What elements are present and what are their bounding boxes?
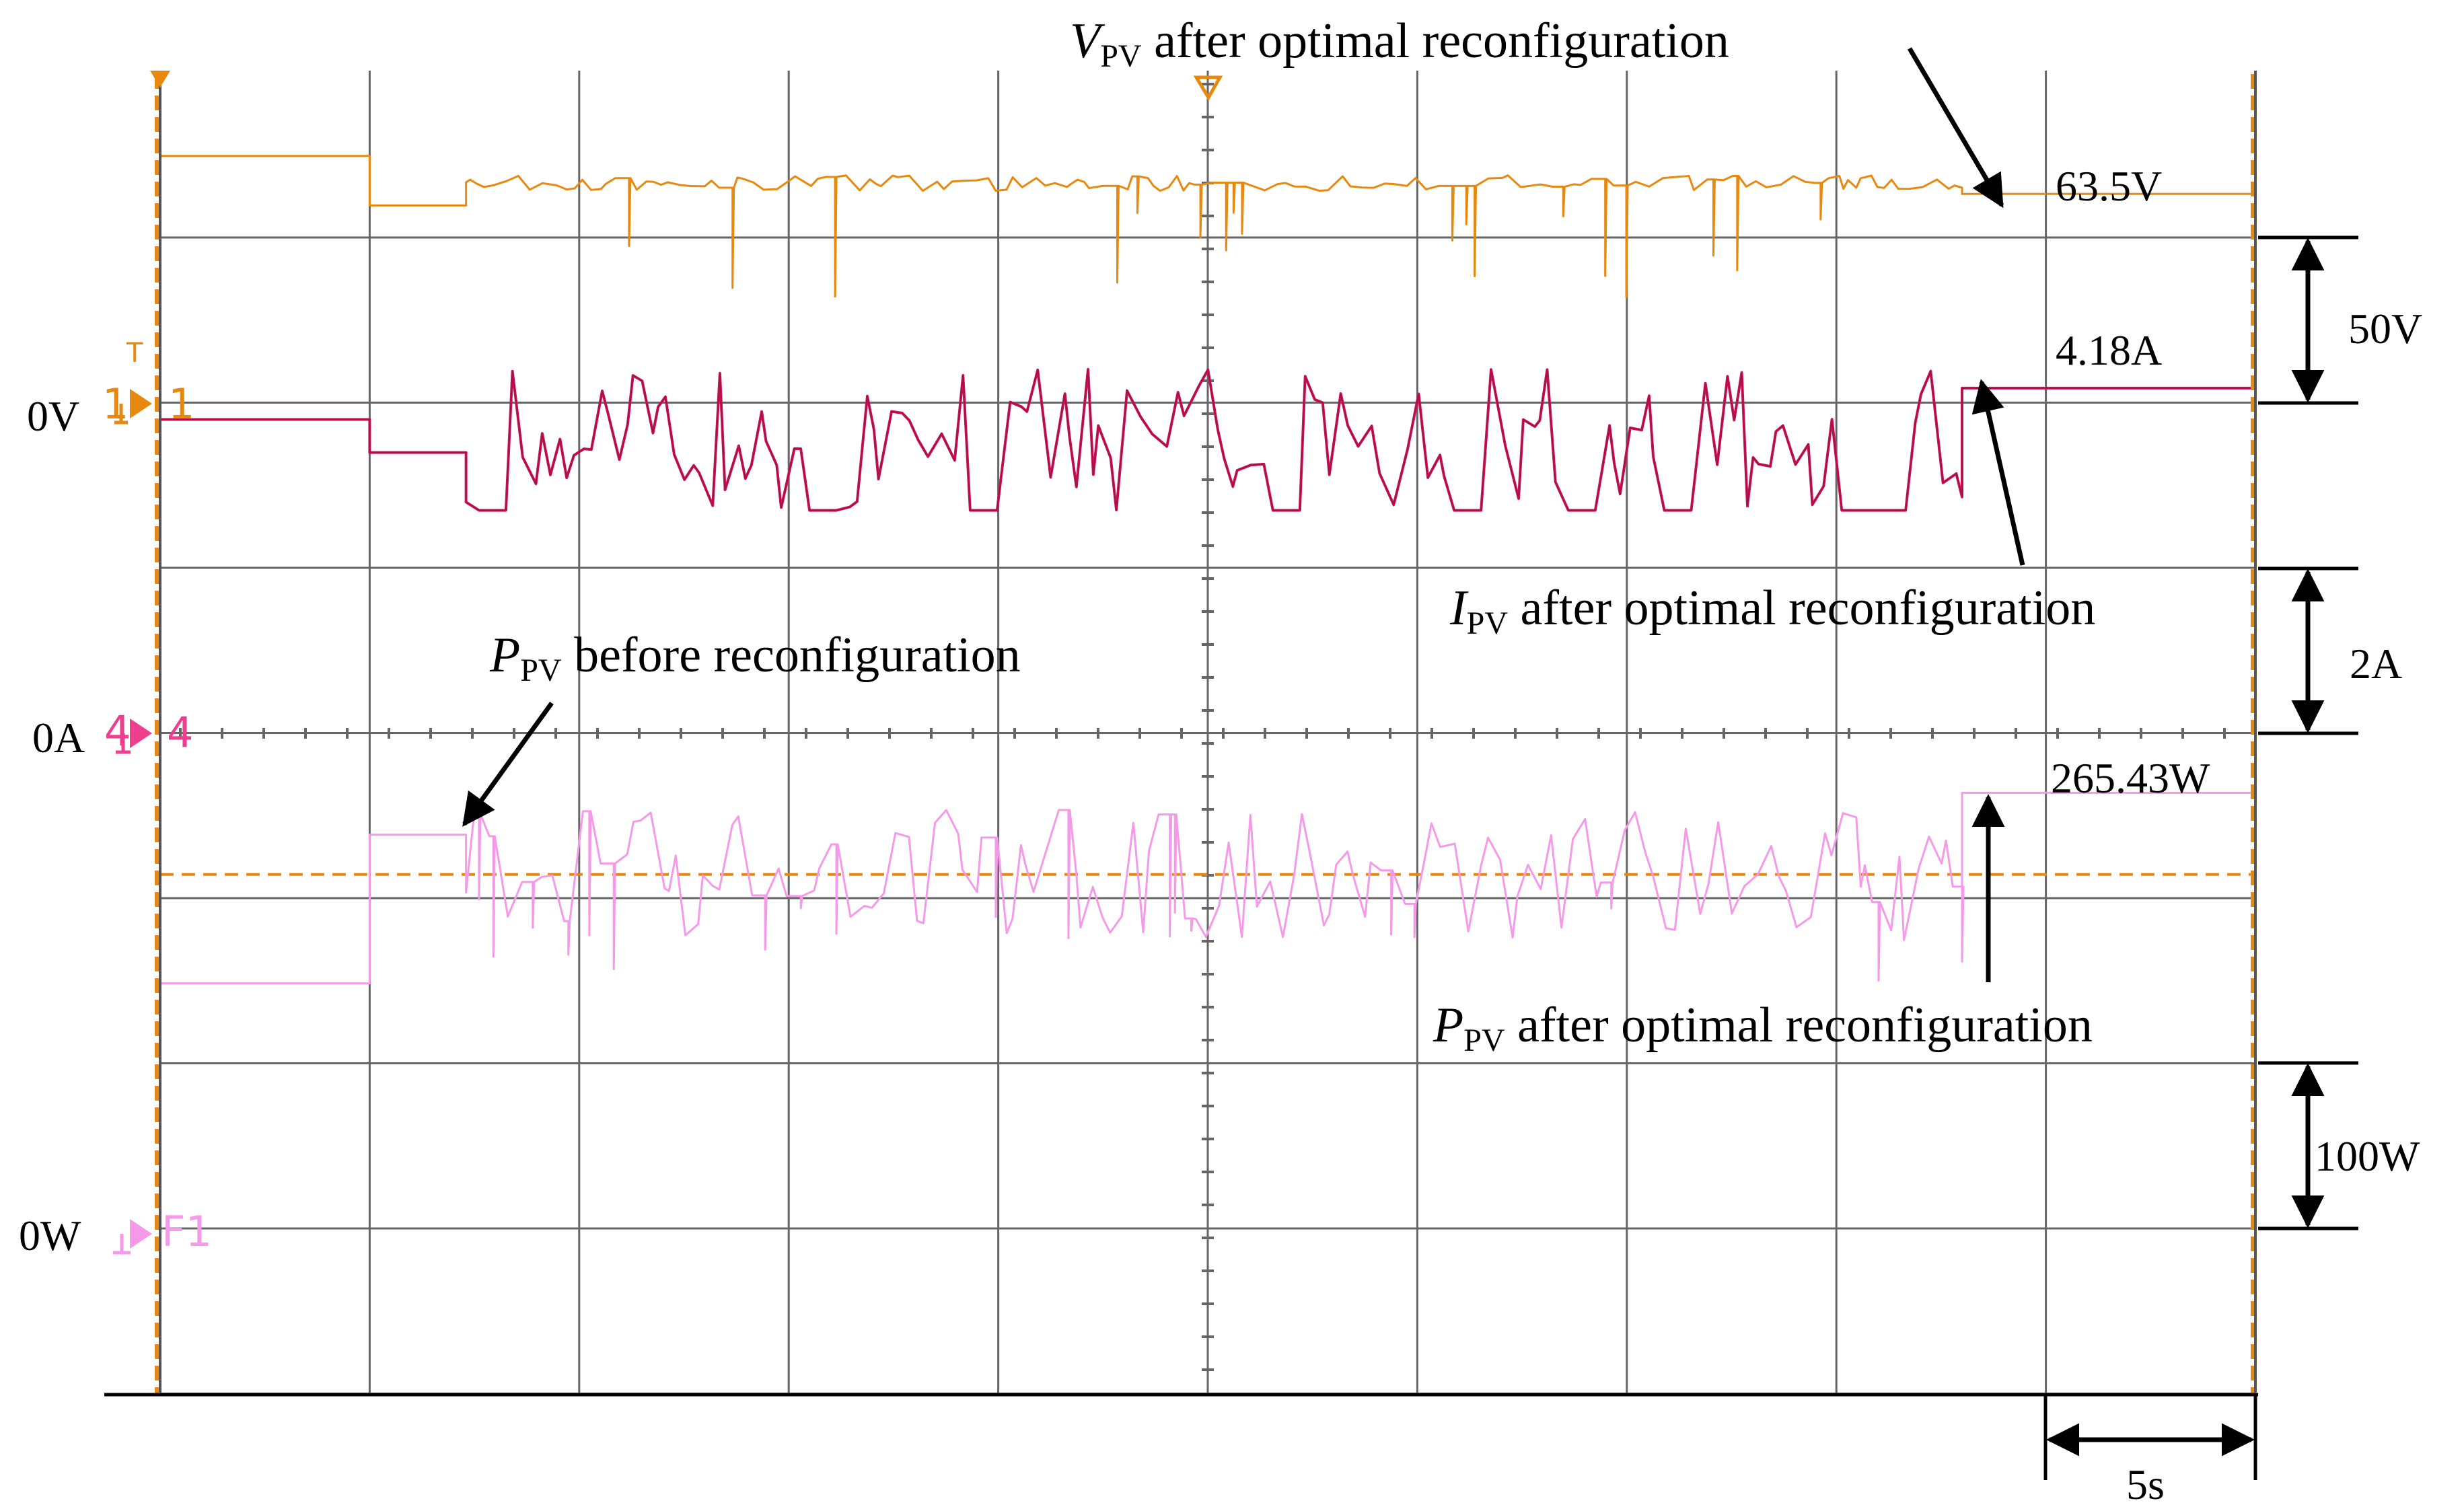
time-scale-label: 5s [2126,1461,2165,1508]
channel-f1-label: F1 [161,1207,212,1256]
power-ground-label: 0W [19,1212,81,1259]
ppv-final-value: 265.43W [2051,754,2210,802]
voltage-scale-label: 50V [2348,305,2422,353]
channel-1-icon: 1 [102,379,129,429]
current-ground-label: 0A [32,714,85,762]
annotation-ppv-after: PPV after optimal reconfiguration [1433,794,2093,1058]
scale-bar-power: 100W [2258,1061,2420,1230]
annotation-vpv-after: VPV after optimal reconfiguration [1070,13,2004,209]
waveform-traces [160,155,2255,985]
voltage-ground-label: 0V [27,392,79,440]
trace-ppv [160,791,2255,985]
scope-grid [160,71,2255,1395]
svg-text:PPV after optimal reconfigurat: PPV after optimal reconfiguration [1433,998,2093,1058]
svg-text:IPV after optimal reconfigurat: IPV after optimal reconfiguration [1449,581,2095,641]
scale-bar-current: 2A [2258,566,2402,735]
trace-vpv [160,155,2255,299]
channel-4-marker: 0A 4 4 [32,706,193,762]
vpv-final-value: 63.5V [2056,162,2162,210]
svg-text:PPV before reconfiguration: PPV before reconfiguration [489,628,1021,688]
trigger-marker-icon: T [126,338,143,369]
power-scale-label: 100W [2315,1132,2420,1180]
scale-bar-voltage: 50V [2258,235,2422,405]
center-ticks [179,83,2226,1371]
channel-4-icon: 4 [104,706,131,756]
ipv-final-value: 4.18A [2056,326,2162,374]
channel-4-label: 4 [167,708,193,757]
channel-1-label: 1 [168,379,194,429]
trace-ppv-path [160,791,2255,985]
trace-ipv-shadow [160,367,2255,511]
trace-ipv [160,367,2255,512]
channel-f1-marker: 0W F1 [19,1207,212,1259]
channel-1-marker: 0V T 1 1 [27,338,194,440]
trace-vpv-path [160,155,2255,299]
current-scale-label: 2A [2350,640,2402,688]
time-scale-bar: 5s [2043,1395,2257,1508]
svg-text:VPV after optimal reconfigurat: VPV after optimal reconfiguration [1070,13,1729,74]
annotation-ipv-after: IPV after optimal reconfiguration [1449,379,2095,641]
left-cursor-marker [150,71,170,87]
annotation-ppv-before: PPV before reconfiguration [462,628,1021,827]
trigger-position-marker [1193,75,1223,101]
